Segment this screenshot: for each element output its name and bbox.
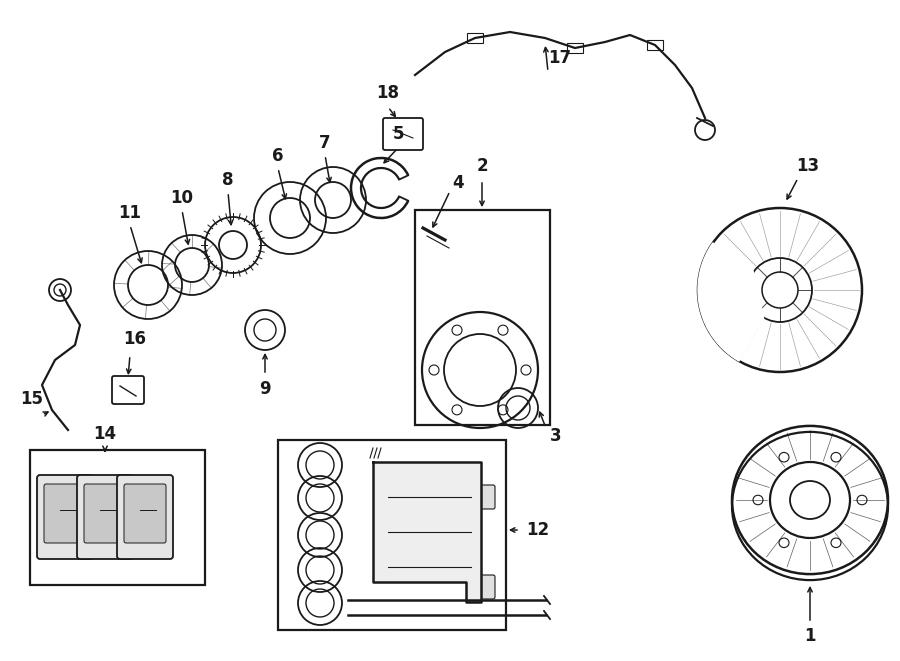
Text: 9: 9 [259,380,271,398]
Polygon shape [698,243,763,361]
Text: 11: 11 [119,204,141,222]
Text: 15: 15 [21,390,43,408]
Text: 12: 12 [526,521,550,539]
Bar [278,440,506,630]
Text: 1: 1 [805,627,815,645]
Text: 17: 17 [548,49,572,67]
Bar [567,43,583,53]
Text: 5: 5 [392,125,404,143]
FancyBboxPatch shape [117,475,173,559]
Text: 6: 6 [272,147,284,165]
Text: 8: 8 [222,171,234,189]
FancyBboxPatch shape [471,485,495,509]
Bar [467,33,483,43]
Text: 13: 13 [796,157,820,175]
Text: 4: 4 [452,174,464,192]
FancyBboxPatch shape [84,484,126,543]
Text: 18: 18 [376,84,400,102]
Bar [415,210,550,425]
FancyBboxPatch shape [471,575,495,599]
Text: 7: 7 [320,134,331,152]
FancyBboxPatch shape [37,475,93,559]
Polygon shape [373,462,481,602]
FancyBboxPatch shape [44,484,86,543]
Text: 3: 3 [550,427,562,445]
Text: 14: 14 [94,425,117,443]
Bar [647,40,663,50]
Text: 16: 16 [123,330,147,348]
Text: 10: 10 [170,189,194,207]
Text: 2: 2 [476,157,488,175]
Bar [30,450,205,585]
FancyBboxPatch shape [77,475,133,559]
FancyBboxPatch shape [124,484,166,543]
